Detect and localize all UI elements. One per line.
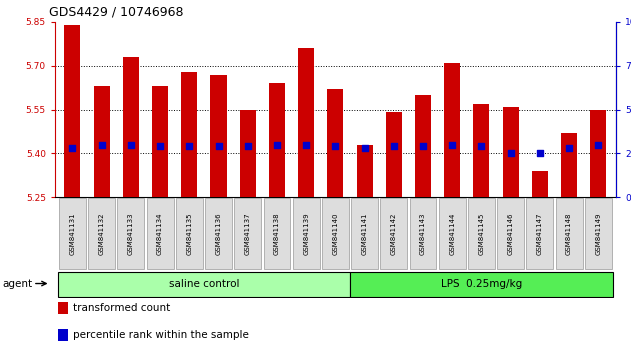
Bar: [386, 113, 402, 197]
Point: [68, 145, 78, 151]
Bar: [269, 83, 285, 197]
Text: saline control: saline control: [168, 279, 239, 289]
FancyBboxPatch shape: [58, 272, 350, 297]
Text: GSM841145: GSM841145: [478, 213, 485, 255]
Text: GSM841134: GSM841134: [157, 212, 163, 255]
Text: GSM841131: GSM841131: [69, 212, 76, 255]
Text: GSM841142: GSM841142: [391, 213, 397, 255]
Text: GSM841147: GSM841147: [537, 212, 543, 255]
FancyBboxPatch shape: [88, 198, 115, 269]
Text: GSM841143: GSM841143: [420, 212, 426, 255]
Text: GSM841136: GSM841136: [216, 212, 221, 255]
Bar: [64, 25, 81, 197]
Text: LPS  0.25mg/kg: LPS 0.25mg/kg: [441, 279, 522, 289]
FancyBboxPatch shape: [585, 198, 612, 269]
Bar: [123, 57, 139, 197]
Text: GSM841132: GSM841132: [98, 212, 105, 255]
Bar: [58, 329, 68, 341]
FancyBboxPatch shape: [497, 198, 524, 269]
Bar: [357, 144, 373, 197]
Point: [272, 142, 282, 147]
Bar: [532, 171, 548, 197]
FancyBboxPatch shape: [526, 198, 553, 269]
Bar: [327, 89, 343, 197]
Bar: [444, 63, 460, 197]
Bar: [473, 104, 490, 197]
FancyBboxPatch shape: [380, 198, 407, 269]
Point: [155, 143, 165, 149]
Text: GSM841137: GSM841137: [245, 212, 251, 255]
FancyBboxPatch shape: [293, 198, 319, 269]
Bar: [152, 86, 168, 197]
Point: [418, 143, 428, 149]
FancyBboxPatch shape: [350, 272, 613, 297]
Point: [184, 143, 194, 149]
FancyBboxPatch shape: [556, 198, 582, 269]
Point: [447, 142, 457, 147]
FancyBboxPatch shape: [322, 198, 349, 269]
Text: GSM841138: GSM841138: [274, 212, 280, 255]
Text: GDS4429 / 10746968: GDS4429 / 10746968: [49, 5, 183, 18]
Point: [126, 142, 136, 147]
Bar: [181, 72, 198, 197]
FancyBboxPatch shape: [146, 198, 174, 269]
Text: GSM841148: GSM841148: [566, 212, 572, 255]
FancyBboxPatch shape: [59, 198, 86, 269]
Bar: [503, 107, 519, 197]
Point: [593, 142, 603, 147]
Point: [97, 142, 107, 147]
Point: [505, 150, 516, 156]
Text: GSM841140: GSM841140: [333, 212, 338, 255]
FancyBboxPatch shape: [205, 198, 232, 269]
Text: agent: agent: [3, 279, 33, 289]
Bar: [58, 302, 68, 314]
Bar: [298, 48, 314, 197]
FancyBboxPatch shape: [351, 198, 378, 269]
FancyBboxPatch shape: [117, 198, 144, 269]
Bar: [590, 109, 606, 197]
Point: [301, 142, 311, 147]
Point: [476, 143, 487, 149]
Point: [535, 150, 545, 156]
Bar: [415, 95, 431, 197]
Bar: [561, 133, 577, 197]
Bar: [211, 74, 227, 197]
Bar: [240, 109, 256, 197]
Point: [389, 143, 399, 149]
Text: GSM841135: GSM841135: [186, 212, 192, 255]
FancyBboxPatch shape: [176, 198, 203, 269]
FancyBboxPatch shape: [439, 198, 466, 269]
Text: GSM841144: GSM841144: [449, 213, 455, 255]
Text: percentile rank within the sample: percentile rank within the sample: [73, 330, 249, 340]
Point: [213, 143, 223, 149]
FancyBboxPatch shape: [264, 198, 290, 269]
Text: GSM841146: GSM841146: [508, 212, 514, 255]
FancyBboxPatch shape: [468, 198, 495, 269]
FancyBboxPatch shape: [234, 198, 261, 269]
Bar: [93, 86, 110, 197]
Point: [243, 143, 253, 149]
Text: GSM841149: GSM841149: [595, 212, 601, 255]
FancyBboxPatch shape: [410, 198, 437, 269]
Text: GSM841141: GSM841141: [362, 212, 368, 255]
Point: [360, 145, 370, 151]
Point: [330, 143, 340, 149]
Point: [564, 145, 574, 151]
Text: GSM841133: GSM841133: [128, 212, 134, 255]
Text: transformed count: transformed count: [73, 303, 170, 313]
Text: GSM841139: GSM841139: [303, 212, 309, 255]
